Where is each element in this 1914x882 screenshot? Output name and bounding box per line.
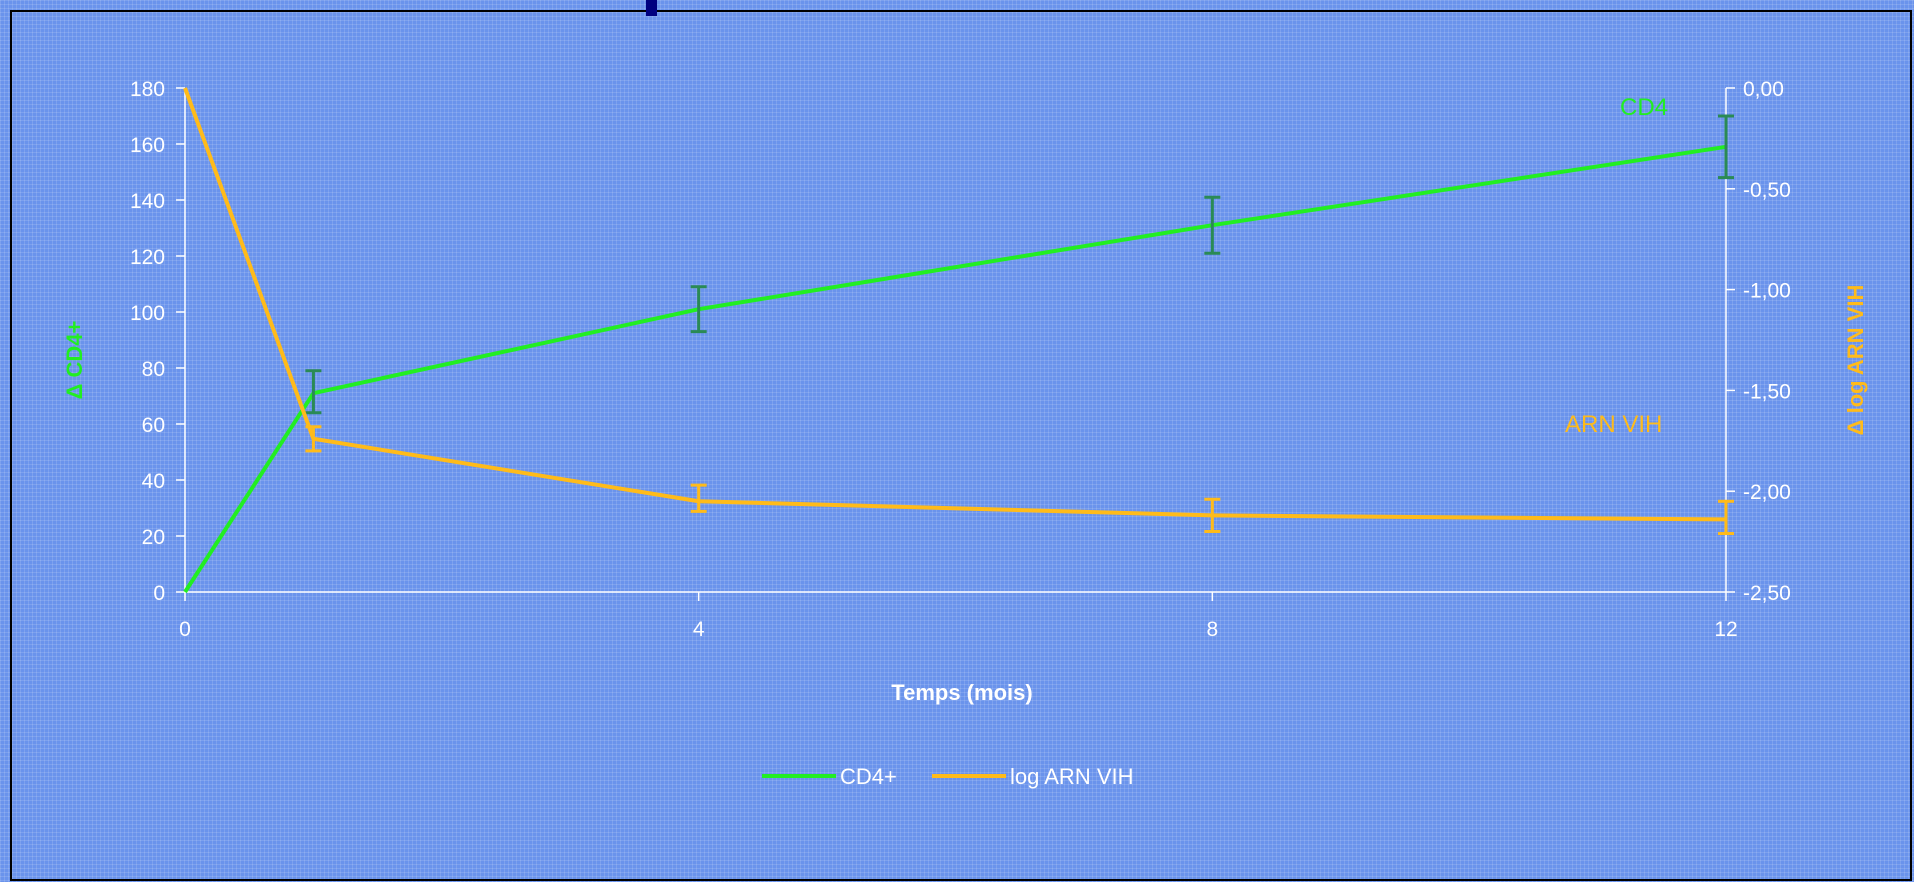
y-right-tick-label: -1,00: [1743, 280, 1791, 303]
error-bar-arn-vih: [1718, 499, 1734, 536]
y-left-tick-label: 80: [142, 358, 165, 381]
x-tick-label: 0: [179, 618, 191, 641]
series-line-cd4: [183, 144, 1727, 594]
y-axis-left-title: Δ CD4+: [62, 321, 87, 400]
y-left-tick-label: 20: [142, 526, 165, 549]
error-bar-cd4: [1718, 114, 1734, 180]
error-bar-arn-vih: [305, 425, 322, 453]
x-tick-label: 8: [1206, 618, 1218, 641]
top-marker: [646, 0, 657, 16]
annotation-arn-vih: ARN VIH: [1565, 411, 1662, 438]
series-layer: [183, 87, 1734, 594]
y-left-tick-label: 180: [130, 78, 165, 101]
y-right-tick-label: -2,50: [1743, 582, 1791, 605]
y-right-tick-label: -0,50: [1743, 179, 1791, 202]
y-left-tick-label: 40: [142, 470, 165, 493]
error-bar-arn-vih: [690, 483, 707, 513]
legend-label-cd4: CD4+: [840, 764, 897, 789]
x-tick-label: 4: [693, 618, 705, 641]
y-left-tick-label: 60: [142, 414, 165, 437]
labels-layer: Temps (mois) Δ CD4+ Δ log ARN VIH CD4 AR…: [62, 94, 1868, 705]
x-tick-label: 12: [1714, 618, 1737, 641]
error-bar-arn-vih: [1204, 497, 1221, 534]
y-left-tick-label: 160: [130, 134, 165, 157]
error-bar-cd4: [1204, 195, 1221, 255]
series-line-arn-vih: [183, 87, 1727, 522]
y-right-tick-label: 0,00: [1743, 78, 1784, 101]
error-bar-cd4: [690, 285, 707, 334]
error-bar-cd4: [305, 369, 322, 415]
y-axis-right-title: Δ log ARN VIH: [1843, 285, 1868, 436]
y-right-tick-label: -1,50: [1743, 380, 1791, 403]
y-right-tick-label: -2,00: [1743, 481, 1791, 504]
legend-label-arn-vih: log ARN VIH: [1010, 764, 1134, 789]
y-left-tick-label: 100: [130, 302, 165, 325]
x-axis-title: Temps (mois): [891, 680, 1032, 705]
y-left-tick-label: 0: [153, 582, 165, 605]
chart-frame: [10, 10, 1912, 881]
annotation-cd4: CD4: [1620, 94, 1668, 121]
legend: CD4+ log ARN VIH: [762, 764, 1134, 789]
y-left-tick-label: 120: [130, 246, 165, 269]
y-left-tick-label: 140: [130, 190, 165, 213]
